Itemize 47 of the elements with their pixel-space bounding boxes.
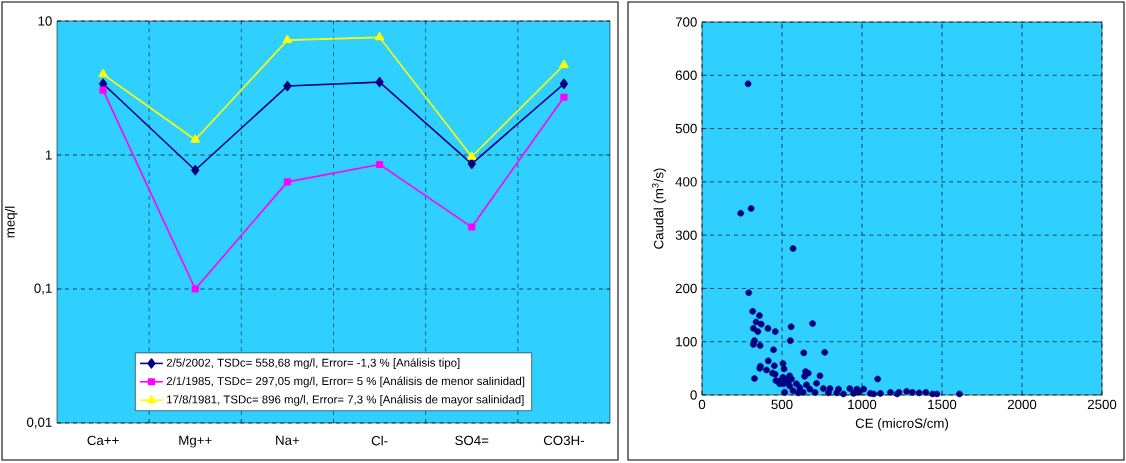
point — [467, 151, 477, 160]
x-tick-label: SO4= — [455, 435, 489, 446]
point — [190, 134, 200, 143]
point — [283, 80, 292, 92]
y-tick-label: 200 — [675, 283, 697, 294]
y-tick-label: 500 — [675, 123, 697, 134]
x-tick-label: 1500 — [928, 399, 957, 410]
x-axis-title: CE (microS/cm) — [855, 418, 949, 431]
point — [375, 76, 384, 88]
point — [283, 178, 291, 186]
x-tick-label: Mg++ — [179, 435, 212, 448]
y-tick-label: 10 — [38, 16, 52, 26]
point — [376, 160, 384, 169]
legend-label: 17/8/1981, TSDc= 896 mg/l, Error= 7,3 % [Análisis de mayor salinidad] — [167, 394, 524, 406]
y-tick-label: 0,1 — [34, 283, 52, 295]
y-tick-label: 1 — [45, 150, 52, 160]
y-tick-label: 300 — [675, 230, 697, 240]
y-tick-label: 400 — [675, 177, 697, 187]
point — [99, 86, 107, 94]
x-tick-label: 1000 — [848, 399, 877, 410]
x-tick-label: 500 — [771, 399, 793, 410]
x-tick-label: Ca++ — [87, 435, 119, 446]
x-tick-label: CO3H- — [543, 435, 584, 446]
y-tick-label: 0,01 — [26, 417, 52, 429]
y-tick-label: 100 — [676, 337, 697, 347]
x-tick-label: Na+ — [276, 435, 300, 445]
point — [282, 34, 293, 44]
x-tick-label: Cl- — [371, 435, 388, 446]
x-tick-label: 2500 — [1087, 399, 1117, 410]
y-tick-label: 600 — [675, 70, 697, 80]
x-tick-label: 0 — [698, 399, 706, 410]
point — [467, 158, 476, 169]
point — [560, 93, 568, 101]
y-axis-title: Caudal (m$^{3}$/s) — [651, 168, 667, 249]
point — [559, 59, 569, 68]
point — [559, 78, 568, 89]
y-tick-label: 700 — [675, 17, 697, 27]
legend-label: 2/1/1985, TSDc= 297,05 mg/l, Error= 5 % [Análisis de menor salinidad] — [166, 376, 525, 388]
point — [468, 223, 476, 231]
point — [374, 32, 385, 41]
y-tick-label: 0 — [690, 390, 697, 400]
legend-label: 2/5/2002, TSDc= 558,68 mg/l, Error= -1,3 % [Análisis tipo] — [166, 358, 460, 369]
x-tick-label: 2000 — [1007, 399, 1037, 410]
point — [191, 165, 200, 176]
y-axis-title: meq/l — [4, 206, 18, 238]
point — [191, 285, 199, 293]
point — [98, 69, 108, 78]
